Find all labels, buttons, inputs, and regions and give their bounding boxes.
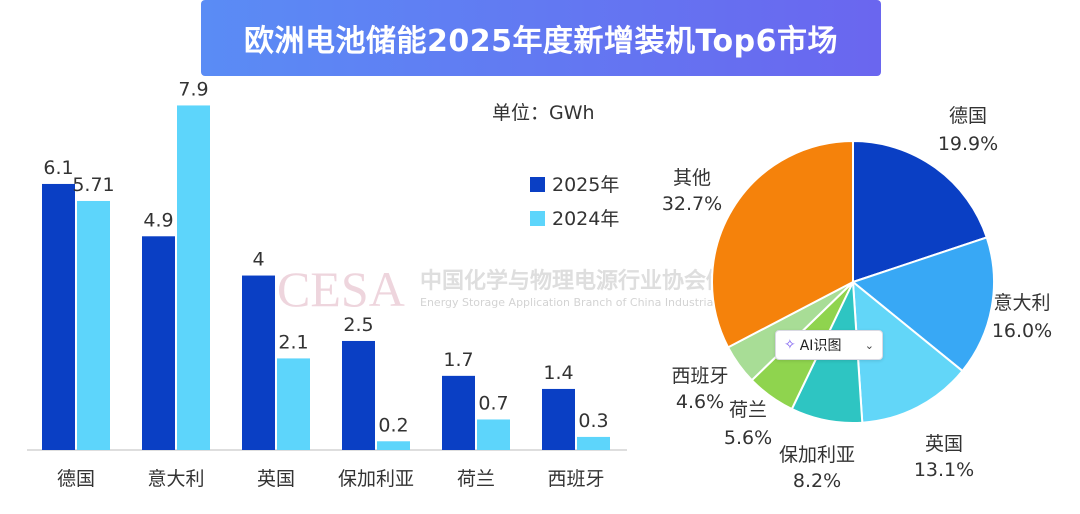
pie-percent: 32.7% [662,193,722,215]
pie-percent: 4.6% [676,391,724,413]
bar-2024 [477,419,510,450]
pie-slice [711,139,854,349]
pie-label: 英国 [925,433,963,455]
chart-title: 欧洲电池储能2025年度新增装机Top6市场 [244,24,838,59]
ai-recognize-button[interactable]: ✧ AI识图 ⌄ [775,330,883,360]
bar-value-label: 4.9 [143,209,173,231]
legend-swatch [530,211,545,226]
chevron-down-icon[interactable]: ⌄ [864,338,874,352]
bar-2025 [242,275,275,450]
bar-2024 [277,358,310,450]
unit-label: 单位：GWh [492,102,595,124]
pie-slice [850,236,995,373]
legend-label: 2025年 [552,174,619,196]
pie-label: 保加利亚 [779,444,855,466]
pie-percent: 13.1% [914,459,974,481]
bar-value-label: 7.9 [178,78,208,100]
bar-2025 [142,236,175,450]
bar-value-label: 6.1 [43,157,73,179]
bar-2025 [42,183,75,450]
bar-2024 [377,441,410,450]
bar-value-label: 0.3 [578,410,608,432]
pie-percent: 16.0% [992,320,1052,342]
chart-title-banner: 欧洲电池储能2025年度新增装机Top6市场 [201,0,881,76]
bar-value-label: 1.7 [443,349,473,371]
bar-value-label: 0.2 [378,414,408,436]
bar-2025 [542,388,575,450]
x-tick-label: 西班牙 [547,468,604,490]
pie-label: 德国 [949,105,987,127]
x-tick-label: 意大利 [147,468,204,490]
pie-percent: 19.9% [938,133,998,155]
bar-2024 [577,436,610,450]
pie-label: 意大利 [993,292,1050,314]
bar-2024 [177,105,210,450]
bar-value-label: 4 [252,249,264,271]
bar-2024 [77,200,110,450]
bar-2025 [342,340,375,450]
legend-swatch [530,177,545,192]
watermark-logo: CESA [277,261,405,317]
pie-percent: 8.2% [793,470,841,492]
pie-percent: 5.6% [724,427,772,449]
x-tick-label: 保加利亚 [338,468,414,490]
bar-value-label: 2.1 [278,331,308,353]
bar-chart: 6.15.71 德国 4.9 7.9 意大利 4 2.1 英国 2.5 0.2 保加利亚 1.70.7… [27,78,627,490]
pie-label: 西班牙 [671,365,728,387]
pie-slice [851,279,964,424]
x-tick-label: 英国 [257,468,295,490]
bar-value-label: 5.71 [72,174,114,196]
pie-label: 荷兰 [729,399,767,421]
bar-value-label: 1.4 [543,362,573,384]
pie-label: 其他 [673,167,711,189]
legend-label: 2024年 [552,208,619,230]
bar-2025 [442,375,475,450]
bar-value-label: 0.7 [478,392,508,414]
bar-value-label: 2.5 [343,314,373,336]
x-tick-label: 德国 [57,468,95,490]
x-tick-label: 荷兰 [457,468,495,490]
pie-chart: 德国 19.9% 意大利 16.0% 英国 13.1% 保加利亚 8.2% 荷兰 5.6% 西班牙 4… [662,105,1052,492]
ai-button-label: AI识图 [799,338,842,354]
sparkle-icon: ✧ [784,337,796,353]
pie-slice [852,139,989,284]
